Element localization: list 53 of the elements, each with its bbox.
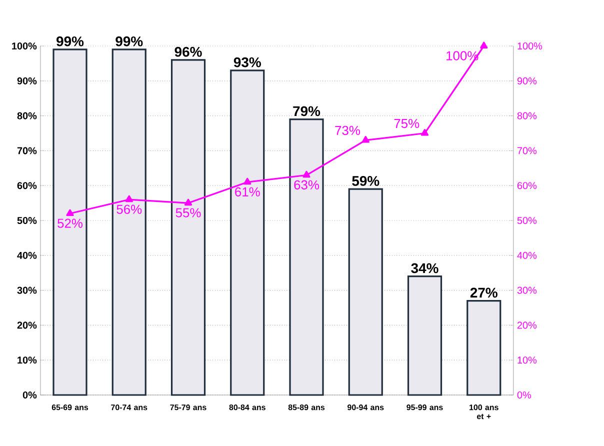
y2-tick-label: 30% — [517, 286, 537, 294]
data-label: 99% — [56, 36, 84, 46]
y2-tick-label: 20% — [517, 322, 537, 329]
data-label: 56% — [116, 204, 142, 214]
y2-tick-label: 90% — [517, 77, 537, 84]
y-tick-label: 70% — [17, 147, 37, 154]
y-tick-label: 40% — [17, 252, 37, 259]
bar — [112, 48, 146, 396]
point — [302, 170, 310, 178]
y-tick-label: 90% — [17, 77, 37, 84]
y-tick-label: 80% — [17, 112, 37, 120]
point — [480, 42, 488, 49]
data-label: 61% — [235, 187, 260, 196]
y-tick-label: 10% — [18, 356, 37, 364]
point — [244, 178, 252, 185]
data-label: 55% — [176, 208, 201, 218]
point — [184, 198, 192, 206]
data-label: 52% — [58, 218, 83, 228]
bar — [170, 59, 206, 396]
data-label: 96% — [174, 46, 202, 57]
data-label: 59% — [352, 176, 380, 186]
data-label: 75% — [394, 118, 420, 128]
bar — [348, 188, 383, 396]
data-label: 27% — [470, 288, 498, 298]
point — [125, 195, 133, 202]
data-label: 99% — [116, 36, 143, 46]
point — [420, 128, 429, 136]
y-tick-label: 0% — [22, 391, 37, 399]
y2-tick-label: 60% — [517, 182, 537, 190]
y2-tick-label: 80% — [517, 112, 537, 120]
data-label: 73% — [335, 126, 360, 136]
y2-tick-label: 10% — [518, 356, 537, 364]
data-label: 93% — [234, 57, 261, 68]
data-label: 34% — [411, 263, 438, 274]
y-tick-label: 20% — [17, 322, 37, 329]
bar — [407, 276, 442, 396]
data-label: 79% — [293, 106, 320, 116]
y2-tick-label: 0% — [517, 391, 532, 399]
bar — [289, 118, 324, 396]
point — [362, 136, 370, 143]
y2-tick-label: 100% — [518, 42, 542, 50]
bar — [52, 48, 88, 396]
point — [66, 209, 74, 216]
y-tick-label: 60% — [17, 182, 37, 190]
y-tick-label: 30% — [17, 286, 37, 294]
y2-tick-label: 40% — [517, 252, 537, 259]
y-tick-label: 50% — [17, 216, 37, 224]
bar — [466, 300, 502, 396]
data-label: 63% — [294, 180, 320, 190]
y2-tick-label: 70% — [517, 147, 537, 154]
bar — [230, 70, 265, 396]
y-tick-label: 100% — [12, 42, 37, 50]
y2-tick-label: 50% — [517, 216, 537, 224]
